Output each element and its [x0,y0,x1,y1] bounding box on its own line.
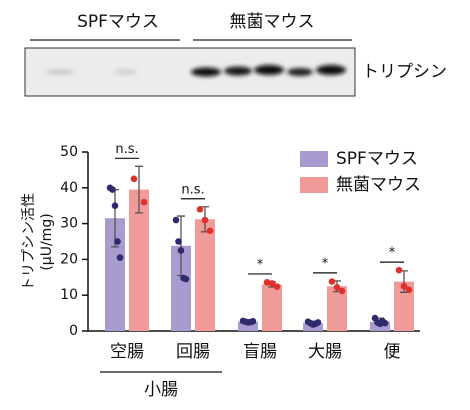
data-point [116,254,124,261]
data-point [182,275,190,283]
bar [262,284,282,331]
bar [195,219,215,331]
data-point [381,319,389,327]
legend-swatch [300,177,328,193]
data-point [172,216,180,224]
x-tick-label: 空腸 [110,342,144,362]
x-tick-label: 便 [384,342,401,362]
y-tick-label: 0 [69,323,78,339]
data-point [111,202,119,209]
legend-swatch [300,151,328,167]
y-axis-label-line: (μU/mg) [39,213,55,270]
bar [394,281,414,331]
blot-group-label: 無菌マウス [230,12,315,32]
data-point [314,319,322,326]
data-point [140,198,148,206]
data-point [338,287,346,295]
data-point [196,205,204,213]
data-point [400,282,408,290]
y-tick-label: 30 [60,216,78,232]
blot-group-label: SPFマウス [77,12,159,32]
bar [327,286,347,331]
protein-label: トリプシン [362,62,447,82]
significance-label: * [389,246,396,261]
group-label: 小腸 [144,380,178,400]
data-point [130,175,138,183]
y-tick-label: 10 [60,287,78,303]
x-tick-label: 大腸 [308,342,342,362]
data-point [206,227,214,235]
chart: 0 10 20 30 40 50 トリプシン活性 (μU/mg) n.s. n.s. * * * 空腸 回腸… [21,142,421,400]
data-point [268,280,276,287]
data-point [175,238,182,245]
bar [171,245,191,331]
significance-label: n.s. [181,182,204,197]
data-point [201,216,209,224]
data-point [273,283,281,290]
significance-label: * [322,256,329,271]
significance-label: * [257,257,264,272]
data-point [328,278,336,285]
y-axis-label-line: トリプシン活性 [21,193,37,291]
data-point [114,238,121,245]
x-tick-label: 回腸 [176,342,210,362]
data-point [177,247,185,254]
data-point [109,186,116,193]
data-point [249,318,257,325]
significance-label: n.s. [115,142,138,157]
x-tick-label: 盲腸 [243,342,277,362]
legend-label: 無菌マウス [336,175,421,195]
bar [129,189,149,331]
data-point [333,284,341,291]
y-tick-label: 50 [60,144,78,160]
legend-label: SPFマウス [336,149,418,169]
blot-bands [46,65,346,77]
bar [105,218,125,331]
y-tick-label: 20 [60,251,78,267]
data-point [263,279,271,286]
y-axis-label: トリプシン活性 (μU/mg) [21,193,55,291]
error-bar [135,165,143,214]
data-point [405,286,413,294]
bar [238,322,258,331]
y-tick-label: 40 [60,180,78,196]
data-point [395,266,403,274]
